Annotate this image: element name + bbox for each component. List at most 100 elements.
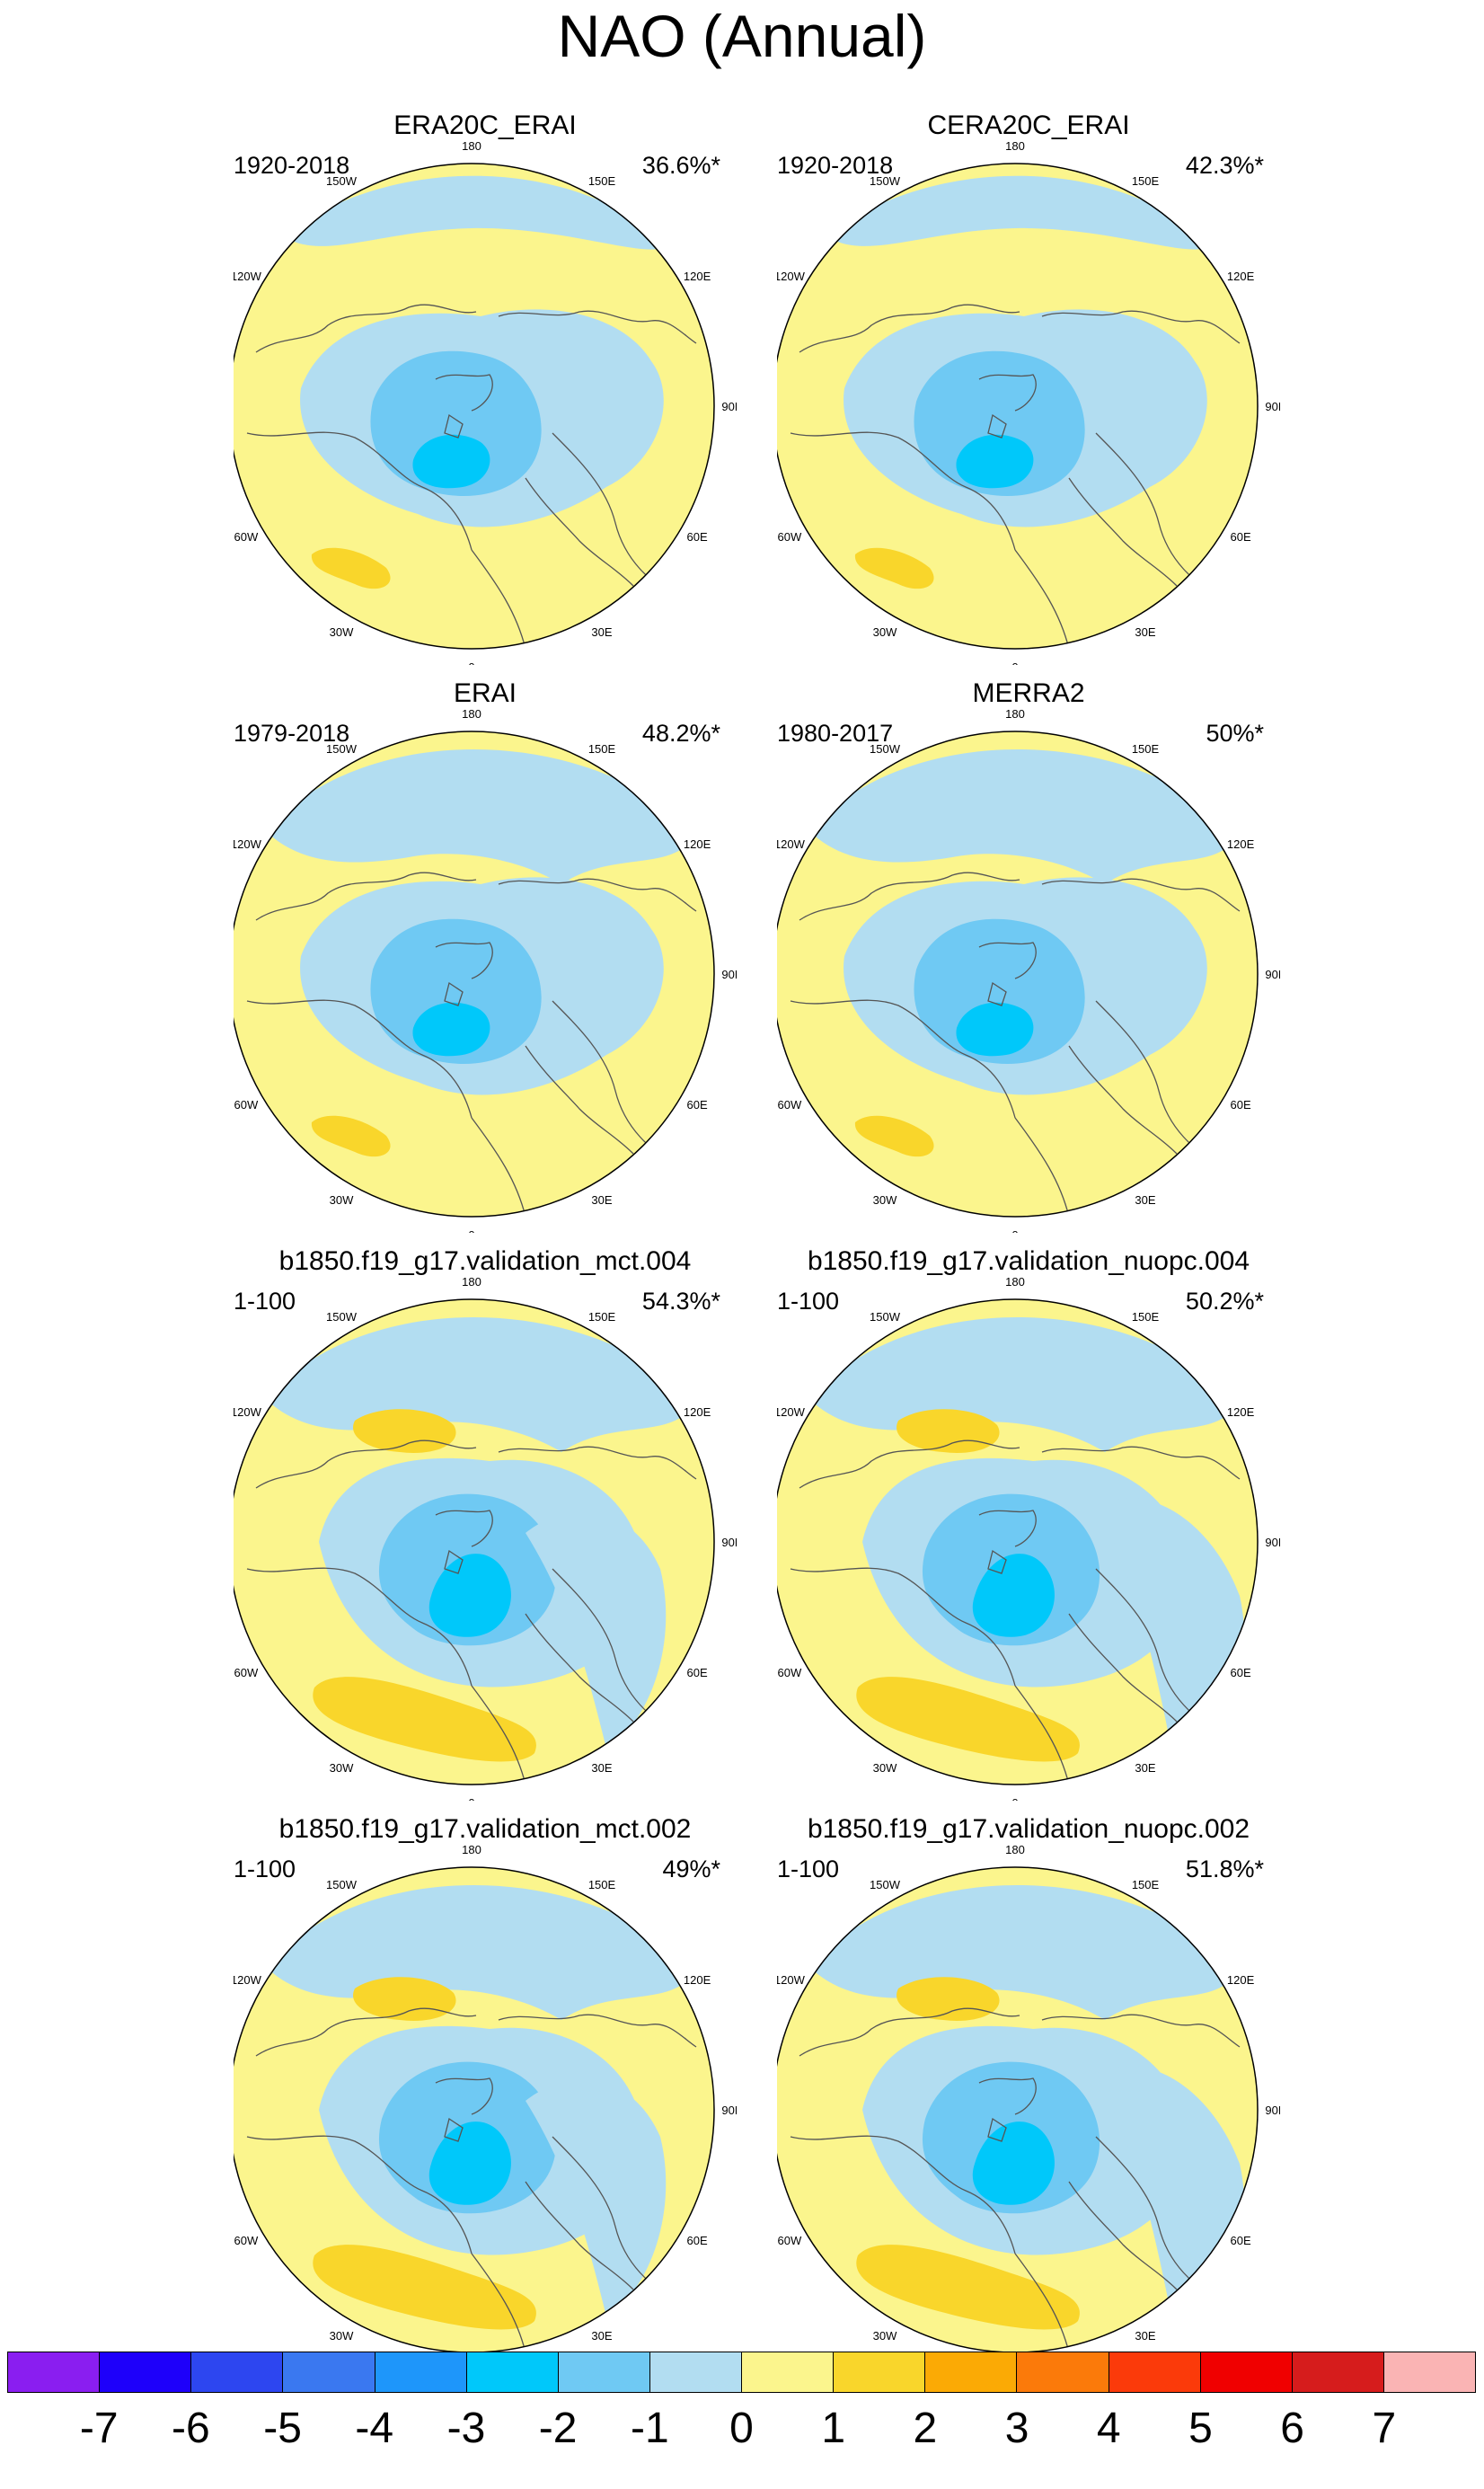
colorbar-box (558, 2352, 650, 2392)
iceland-low-contour (956, 1002, 1034, 1057)
panel-title: b1850.f19_g17.validation_mct.002 (278, 1814, 692, 1844)
azores-positive-contour (854, 1115, 934, 1157)
longitude-label: 150W (870, 174, 901, 188)
longitude-label: 0 (468, 1796, 474, 1801)
map-panel: ERAI180150E120E90E60E30E030W60W90W120W15… (234, 676, 737, 1233)
longitude-label: 150E (1132, 1310, 1160, 1324)
pacific-negative-contour (808, 749, 1240, 884)
atlantic-positive-contour (313, 1677, 536, 1762)
colorbar-label: 7 (1372, 2405, 1397, 2452)
colorbar-label: -2 (538, 2405, 578, 2452)
coastline (987, 981, 1007, 1006)
colorbar-box (1109, 2352, 1201, 2392)
pacific-positive-contour (897, 1977, 1000, 2021)
longitude-label: 60W (234, 530, 259, 544)
coastline (444, 413, 464, 438)
coastline (435, 374, 493, 412)
map-contents (777, 164, 1258, 649)
colorbar-label: -3 (446, 2405, 486, 2452)
longitude-label: 30W (330, 625, 354, 639)
coastline (1014, 1685, 1070, 1785)
colorbar-box (283, 2352, 375, 2392)
map-border (234, 1298, 715, 1785)
colorbar-box (649, 2352, 742, 2392)
pacific-negative-contour (826, 175, 1213, 250)
coastline (444, 981, 464, 1006)
panel-variance-explained: 50.2%* (1185, 1288, 1264, 1315)
pacific-negative-contour (265, 749, 696, 884)
colorbar-box (191, 2352, 284, 2392)
longitude-label: 60E (687, 2234, 708, 2247)
longitude-label: 60W (778, 2234, 802, 2247)
longitude-label: 60E (1231, 530, 1251, 544)
map-contents (234, 164, 714, 649)
longitude-label: 60E (1231, 1666, 1251, 1679)
longitude-label: 60E (687, 1666, 708, 1679)
iceland-low-contour (412, 434, 490, 489)
panel-variance-explained: 36.6%* (641, 152, 720, 179)
polar-stereographic-map: 180150E120E90E60E30E030W60W90W120W150W (777, 1275, 1280, 1801)
longitude-label: 90E (721, 968, 737, 981)
longitude-label: 0 (468, 660, 474, 665)
longitude-label: 120E (1227, 1973, 1255, 1987)
longitude-label: 150E (588, 742, 616, 756)
panel-title: CERA20C_ERAI (927, 111, 1130, 140)
colorbar-box (100, 2352, 192, 2392)
polar-stereographic-map: 180150E120E90E60E30E030W60W90W120W150W (777, 139, 1280, 665)
colorbar-box (8, 2352, 101, 2392)
longitude-label: 60W (234, 1098, 259, 1112)
coastline (435, 942, 493, 979)
map-contents (234, 1299, 714, 1785)
longitude-label: 0 (1011, 660, 1018, 665)
coastline (471, 1117, 526, 1217)
longitude-label: 180 (462, 139, 481, 153)
arctic-core-contour (914, 350, 1085, 496)
longitude-label: 150E (588, 174, 616, 188)
panel-period: 1-100 (777, 1288, 840, 1315)
coastline (799, 2007, 1020, 2057)
colorbar-label: -6 (172, 2405, 210, 2452)
longitude-label: 120E (684, 1973, 711, 1987)
coastline (246, 999, 473, 1119)
map-contents (777, 1299, 1258, 1785)
longitude-label: 30E (591, 1193, 612, 1207)
coastline (1041, 310, 1241, 344)
longitude-label: 30W (330, 1761, 354, 1775)
map-panel: CERA20C_ERAI180150E120E90E60E30E030W60W9… (777, 108, 1280, 665)
longitude-label: 0 (468, 1228, 474, 1233)
coastline (435, 1510, 493, 1547)
azores-positive-contour (311, 1115, 391, 1157)
coastline (1041, 878, 1241, 912)
longitude-label: 150W (326, 742, 358, 756)
eurasia-negative-contour (526, 1511, 667, 1749)
longitude-label: 120W (234, 837, 262, 851)
coastline (444, 2117, 464, 2142)
coastline (790, 999, 1016, 1119)
colorbar-box (834, 2352, 926, 2392)
longitude-label: 180 (1005, 1275, 1025, 1289)
longitude-label: 180 (1005, 1843, 1025, 1856)
longitude-label: 60W (234, 1666, 259, 1679)
longitude-label: 150W (870, 1878, 901, 1891)
colorbar-label: -4 (355, 2405, 394, 2452)
colorbar-box (466, 2352, 559, 2392)
map-contents (234, 1867, 714, 2352)
panel-title: ERAI (453, 678, 517, 708)
coastline (471, 549, 526, 649)
longitude-label: 120E (684, 837, 711, 851)
longitude-label: 120W (777, 837, 806, 851)
iceland-low-contour (428, 1554, 511, 1637)
arctic-core-contour (370, 918, 542, 1064)
longitude-label: 120E (1227, 837, 1255, 851)
panel-title: ERA20C_ERAI (393, 111, 577, 140)
map-border (777, 1298, 1259, 1785)
panel-variance-explained: 54.3%* (641, 1288, 720, 1315)
longitude-label: 60E (687, 1098, 708, 1112)
longitude-label: 90E (721, 400, 737, 413)
coastline (246, 1567, 473, 1687)
colorbar-label: -5 (263, 2405, 302, 2452)
longitude-label: 120E (684, 1405, 711, 1419)
azores-positive-contour (854, 547, 934, 589)
colorbar-label: -7 (79, 2405, 119, 2452)
polar-stereographic-map: 180150E120E90E60E30E030W60W90W120W150W (234, 139, 737, 665)
